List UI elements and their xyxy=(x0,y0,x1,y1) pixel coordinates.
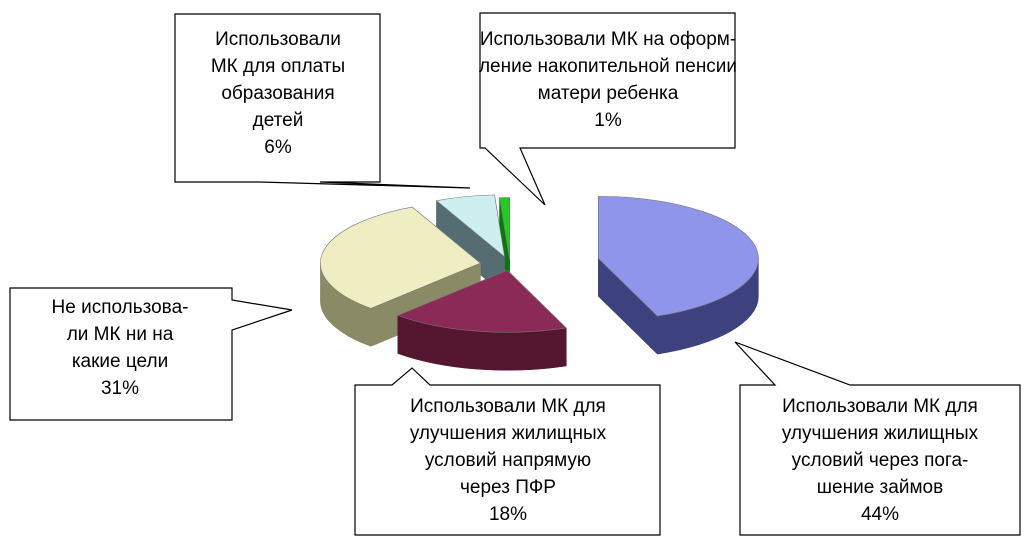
value-label: 31% xyxy=(101,378,139,399)
value-label: 18% xyxy=(489,504,527,525)
slice xyxy=(499,197,510,260)
slice-label: Не использова-ли МК ни на какие цели xyxy=(52,297,189,372)
slice xyxy=(598,196,759,317)
slice xyxy=(435,194,505,258)
pie xyxy=(320,194,759,371)
slice-label: Использовали МК для улучшения жилищных усл… xyxy=(410,396,607,498)
value-label: 1% xyxy=(594,110,622,131)
value-label: 6% xyxy=(264,137,292,158)
slice-label: Использовали МК на оформ-ление накопител… xyxy=(479,29,737,104)
callout-box xyxy=(734,341,1021,536)
slice-label: Использовали МК для улучшения жилищных усл… xyxy=(782,396,979,498)
slice xyxy=(320,206,481,309)
slice xyxy=(397,269,567,333)
callout-box xyxy=(174,13,471,189)
callout-box xyxy=(354,367,661,536)
callout-box xyxy=(9,287,293,421)
labels: Использовали МК для улучшения жилищных усл… xyxy=(52,29,979,525)
slice-label: Использовали МК для оплаты образования дете… xyxy=(211,29,345,131)
value-label: 44% xyxy=(861,504,899,525)
callout-box xyxy=(479,12,736,206)
